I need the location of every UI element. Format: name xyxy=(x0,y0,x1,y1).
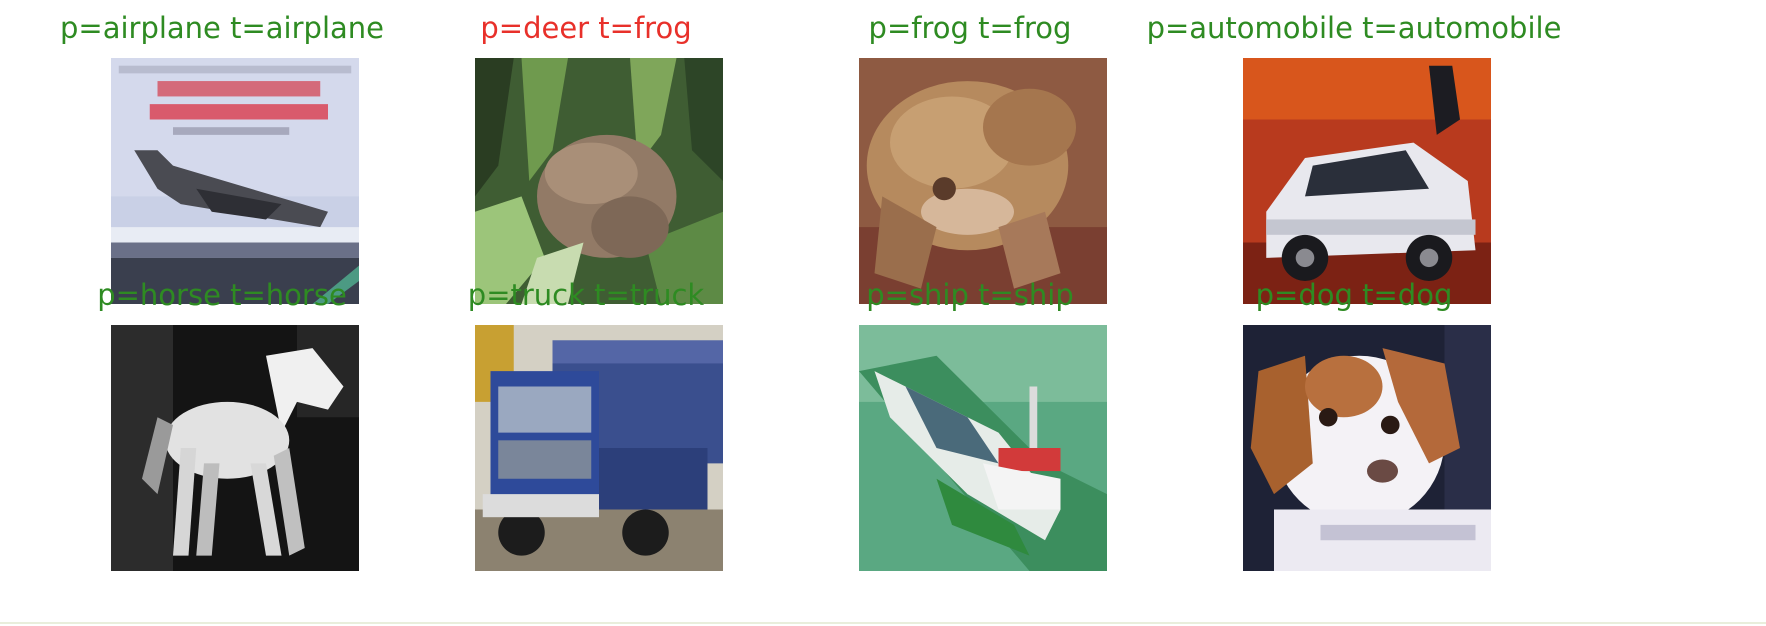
prediction-title-8: p=dog t=dog xyxy=(1255,278,1453,312)
prediction-cell-5: p=horse t=horse xyxy=(2,267,442,571)
prediction-title-5: p=horse t=horse xyxy=(97,278,347,312)
prediction-cell-4: p=automobile t=automobile xyxy=(1134,0,1574,304)
prediction-title-4: p=automobile t=automobile xyxy=(1146,11,1562,45)
car-photo xyxy=(1243,58,1491,304)
prediction-cell-1: p=airplane t=airplane xyxy=(2,0,442,304)
prediction-title-3: p=frog t=frog xyxy=(868,11,1072,45)
prediction-cell-2: p=deer t=frog xyxy=(366,0,806,304)
airplane-photo xyxy=(111,58,359,304)
dog-photo xyxy=(1243,325,1491,571)
prediction-title-1: p=airplane t=airplane xyxy=(59,11,384,45)
prediction-cell-7: p=ship t=ship xyxy=(750,267,1190,571)
bottom-divider xyxy=(0,622,1766,624)
truck-photo xyxy=(475,325,723,571)
prediction-cell-3: p=frog t=frog xyxy=(750,0,1190,304)
prediction-cell-6: p=truck t=truck xyxy=(366,267,806,571)
ship-photo xyxy=(859,325,1107,571)
prediction-cell-8: p=dog t=dog xyxy=(1134,267,1574,571)
frog-photo xyxy=(859,58,1107,304)
frog-photo xyxy=(475,58,723,304)
prediction-title-7: p=ship t=ship xyxy=(866,278,1074,312)
horse-photo xyxy=(111,325,359,571)
prediction-title-2: p=deer t=frog xyxy=(480,11,692,45)
prediction-title-6: p=truck t=truck xyxy=(467,278,705,312)
